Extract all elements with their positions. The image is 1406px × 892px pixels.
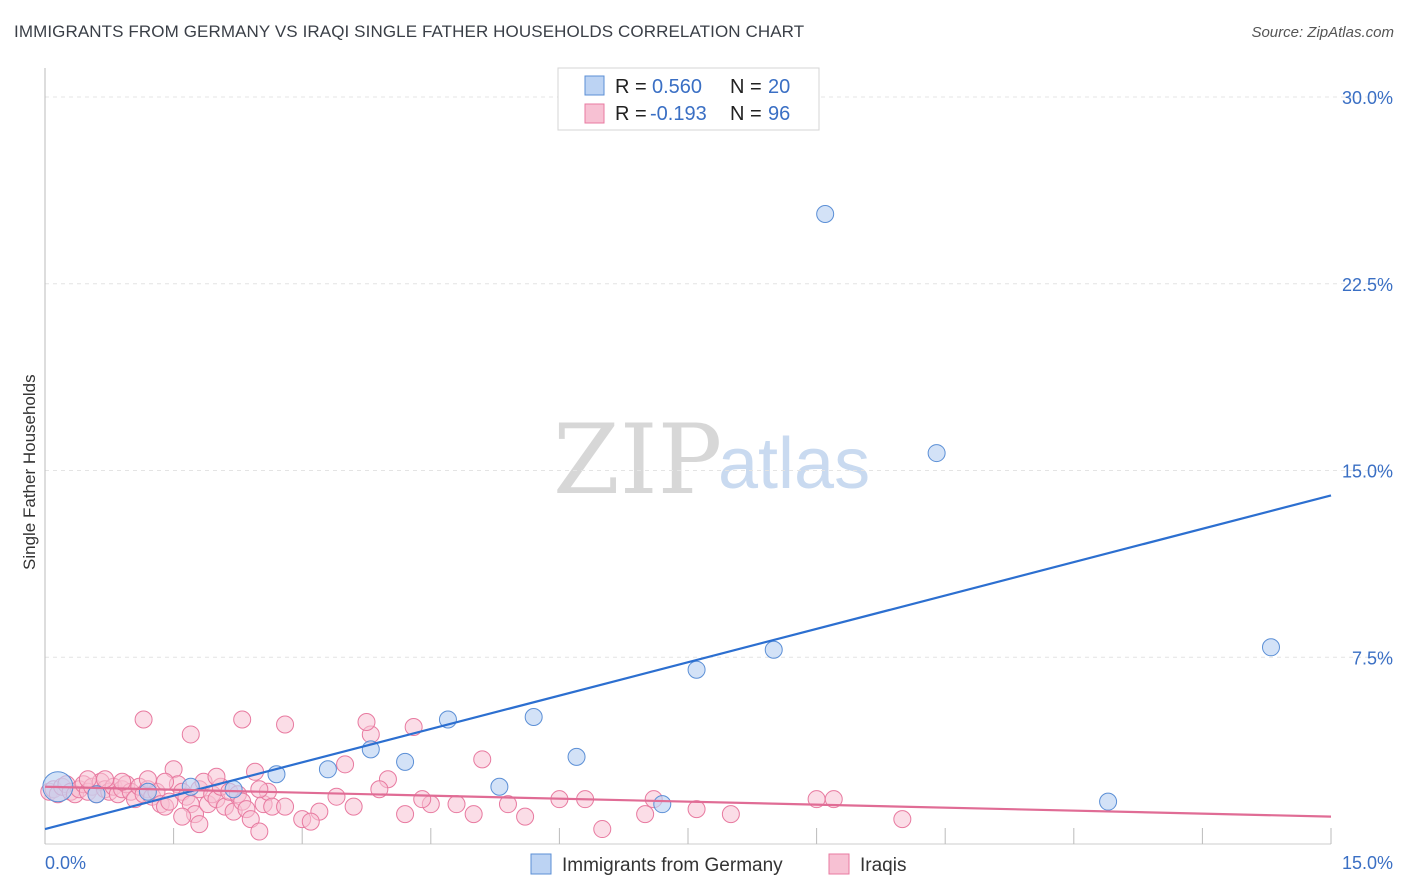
iraqis-point — [721, 805, 740, 824]
iraqis-point — [78, 770, 97, 789]
bottom-legend-swatch-pink — [828, 853, 850, 875]
legend-n-value-1: 20 — [768, 76, 790, 98]
germany-point — [524, 708, 543, 727]
iraqis-point — [344, 797, 363, 816]
germany-point — [396, 752, 415, 771]
iraqis-point — [498, 795, 517, 814]
legend-r-value-2: -0.193 — [650, 103, 707, 125]
iraqis-point — [181, 725, 200, 744]
iraqis-point — [276, 715, 295, 734]
x-tick-label: 0.0% — [45, 853, 86, 873]
legend-n-value-2: 96 — [768, 103, 790, 125]
source-label: Source: ZipAtlas.com — [1251, 24, 1394, 41]
legend: R = 0.560 N = 20 R = -0.193 N = 96 — [557, 67, 820, 131]
iraqis-point — [824, 790, 843, 809]
iraqis-point — [473, 750, 492, 769]
iraqis-point — [250, 822, 269, 841]
germany-point — [653, 795, 672, 814]
iraqis-point — [636, 805, 655, 824]
iraqis-point — [276, 797, 295, 816]
iraqis-point — [301, 812, 320, 831]
iraqis-point — [250, 780, 269, 799]
trendlines — [44, 494, 1332, 831]
iraqis-point — [687, 800, 706, 819]
germany-point — [1261, 638, 1280, 657]
y-tick-label: 22.5% — [1342, 275, 1393, 295]
germany-point — [224, 780, 243, 799]
germany-point — [816, 205, 835, 224]
watermark-atlas: atlas — [718, 424, 870, 504]
y-axis-label: Single Father Households — [20, 374, 39, 570]
legend-n-label-1: N = — [730, 76, 762, 98]
iraqis-point — [134, 710, 153, 729]
bottom-legend-swatch-blue — [530, 853, 552, 875]
legend-r-value-1: 0.560 — [652, 76, 702, 98]
legend-n-label-2: N = — [730, 103, 762, 125]
y-tick-label: 30.0% — [1342, 88, 1393, 108]
legend-r-label-1: R = — [615, 76, 647, 98]
iraqis-point — [156, 772, 175, 791]
iraqis-point — [893, 810, 912, 829]
germany-point — [567, 747, 586, 766]
iraqis-point — [233, 710, 252, 729]
iraqis-point — [516, 807, 535, 826]
data-points — [40, 205, 1280, 841]
bottom-legend-label-pink: Iraqis — [860, 855, 906, 876]
legend-r-label-2: R = — [615, 103, 647, 125]
axes: 7.5% 15.0% 22.5% 30.0% 0.0% 15.0% — [44, 68, 1393, 873]
y-tick-label: 15.0% — [1342, 462, 1393, 482]
germany-point — [138, 782, 157, 801]
iraqis-point — [593, 820, 612, 839]
iraqis-point — [96, 770, 115, 789]
legend-swatch-blue — [584, 75, 605, 96]
germany-point — [1099, 792, 1118, 811]
legend-swatch-pink — [584, 103, 605, 124]
bottom-legend-label-blue: Immigrants from Germany — [562, 855, 783, 876]
iraqis-point — [246, 762, 265, 781]
chart-title: IMMIGRANTS FROM GERMANY VS IRAQI SINGLE … — [14, 22, 805, 41]
germany-point — [764, 640, 783, 659]
iraqis-point — [464, 805, 483, 824]
iraqis-point — [336, 755, 355, 774]
iraqis-point — [396, 805, 415, 824]
iraqis-point — [173, 807, 192, 826]
iraqis-point — [357, 712, 376, 731]
germany-trendline — [44, 494, 1332, 831]
germany-point — [87, 785, 106, 804]
watermark-zip: ZIP — [553, 404, 722, 516]
y-tick-label: 7.5% — [1352, 648, 1393, 668]
germany-point — [927, 444, 946, 463]
iraqis-point — [241, 810, 260, 829]
iraqis-point — [113, 772, 132, 791]
iraqis-point — [447, 795, 466, 814]
grid — [45, 96, 1391, 658]
x-tick-label: 15.0% — [1342, 853, 1393, 873]
iraqis-point — [413, 790, 432, 809]
iraqis-point — [190, 815, 209, 834]
germany-point — [490, 777, 509, 796]
bottom-legend: Immigrants from Germany Iraqis — [530, 853, 906, 876]
germany-point — [318, 760, 337, 779]
iraqis-point — [327, 787, 346, 806]
germany-point — [687, 660, 706, 679]
iraqis-trendline — [44, 785, 1332, 818]
